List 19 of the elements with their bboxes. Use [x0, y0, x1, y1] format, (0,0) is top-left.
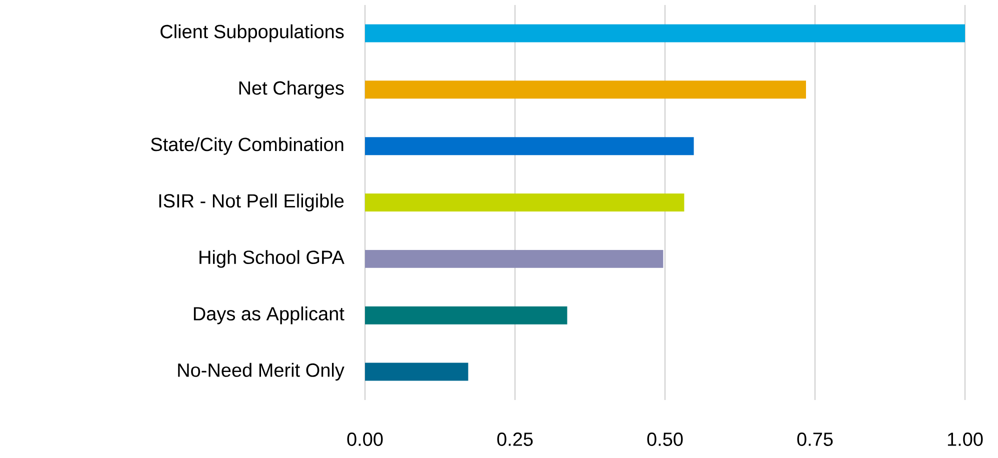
y-tick-label: State/City Combination [151, 137, 344, 155]
bar [365, 306, 568, 324]
y-tick-label: Days as Applicant [194, 306, 344, 324]
x-tick-label: 0.50 [647, 432, 683, 446]
bar [365, 80, 806, 99]
bar [365, 194, 684, 212]
y-tick-label: High School GPA [200, 250, 344, 268]
x-tick-label: 1.00 [948, 432, 983, 446]
bar [365, 250, 664, 268]
x-tick-label: 0.75 [797, 432, 833, 446]
x-tick-label: 0.25 [497, 432, 533, 446]
y-tick-label: Client Subpopulations [160, 24, 344, 42]
bar [365, 137, 694, 156]
y-tick-label: ISIR - Not Pell Eligible [159, 194, 344, 212]
bar [365, 362, 468, 381]
bar [365, 24, 966, 42]
y-tick-label: Net Charges [239, 80, 344, 98]
y-tick-label: No-Need Merit Only [178, 362, 344, 381]
x-tick-label: 0.00 [347, 432, 383, 446]
